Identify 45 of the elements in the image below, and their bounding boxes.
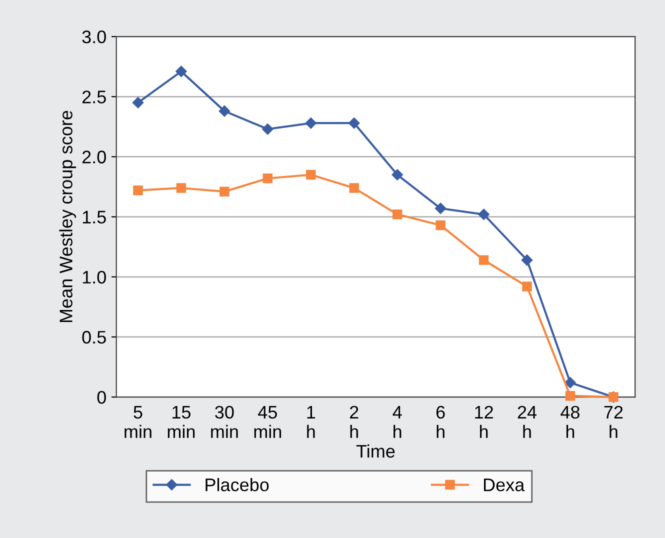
x-axis-title: Time <box>356 444 395 458</box>
point <box>218 105 230 117</box>
y-tick-label: 3.0 <box>82 30 106 44</box>
x-tick-label: 72 h <box>604 406 623 438</box>
point <box>478 255 489 265</box>
x-tick-label: 15 min <box>168 406 195 438</box>
point <box>176 183 186 193</box>
point <box>521 254 533 266</box>
point <box>392 210 402 220</box>
x-tick-label: 48 h <box>560 406 580 438</box>
point <box>478 208 490 220</box>
x-tick-label: 6 h <box>436 406 445 438</box>
y-tick-label: 1.5 <box>82 210 106 224</box>
y-tick-label: 0 <box>97 390 106 404</box>
legend-label: Dexa <box>484 478 525 492</box>
x-tick-label: 12 h <box>475 406 493 438</box>
point <box>564 377 576 388</box>
legend-label: Placebo <box>206 478 269 492</box>
y-axis-title: Mean Westley croup score <box>59 110 76 322</box>
point <box>436 220 446 230</box>
point <box>132 97 144 108</box>
y-tick-label: 2.5 <box>82 90 106 104</box>
point <box>349 183 359 193</box>
x-tick-label: 1 h <box>307 406 316 438</box>
point <box>305 117 316 129</box>
x-tick-label: 45 min <box>254 406 282 438</box>
point <box>262 123 274 135</box>
point <box>348 117 360 129</box>
x-tick-label: 30 min <box>211 406 238 438</box>
point <box>434 202 446 214</box>
x-tick-label: 2 h <box>350 406 358 438</box>
point <box>565 390 576 401</box>
point <box>133 186 143 196</box>
point <box>220 186 230 196</box>
point <box>176 66 187 78</box>
y-tick-label: 0.5 <box>82 330 106 344</box>
x-tick-label: 5 min <box>124 406 152 438</box>
point <box>262 174 273 184</box>
point <box>392 169 403 180</box>
point <box>522 282 532 292</box>
point <box>306 170 316 180</box>
y-tick-label: 2.0 <box>82 150 106 164</box>
x-tick-label: 24 h <box>518 406 537 438</box>
x-tick-label: 4 h <box>392 406 402 438</box>
y-tick-label: 1.0 <box>82 270 106 284</box>
